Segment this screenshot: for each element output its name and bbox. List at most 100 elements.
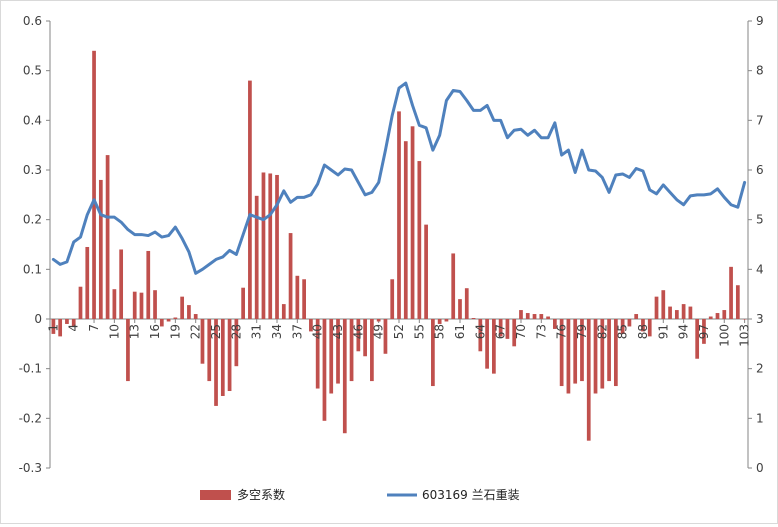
- bar: [586, 319, 591, 441]
- y-left-tick-label: 0.4: [23, 113, 42, 127]
- bar: [661, 290, 666, 319]
- bar-series-layer: [51, 50, 747, 441]
- bar: [71, 319, 76, 327]
- bar: [451, 253, 456, 319]
- x-tick-label: 28: [229, 324, 243, 339]
- bar: [207, 319, 212, 382]
- x-tick-label: 100: [717, 324, 731, 347]
- bar: [525, 313, 530, 319]
- bar: [309, 319, 313, 332]
- bar: [505, 319, 510, 339]
- y-right-tick-label: 2: [756, 362, 764, 376]
- x-tick-label: 67: [494, 324, 508, 339]
- bar: [431, 319, 435, 387]
- bar: [356, 319, 361, 352]
- bar: [553, 319, 557, 329]
- bar: [390, 279, 395, 319]
- x-tick-label: 88: [636, 324, 650, 339]
- bar: [702, 319, 706, 344]
- bar: [193, 314, 198, 319]
- price-line: [51, 81, 747, 275]
- bar: [410, 126, 415, 319]
- x-tick-label: 40: [311, 324, 325, 339]
- bar: [573, 319, 578, 384]
- bar: [742, 319, 747, 320]
- x-tick-label: 85: [616, 324, 630, 339]
- bar: [105, 155, 110, 319]
- bar: [261, 172, 266, 319]
- bar: [234, 319, 239, 367]
- bar: [695, 319, 700, 359]
- bar: [132, 291, 137, 319]
- x-tick-label: 61: [453, 324, 467, 339]
- bar: [288, 233, 293, 319]
- bar: [580, 319, 584, 382]
- bar: [464, 288, 469, 319]
- bar: [397, 111, 401, 319]
- legend-label-line: 603169 兰石重装: [422, 488, 520, 502]
- y-right-tick-label: 1: [756, 411, 764, 425]
- bar: [600, 319, 605, 389]
- x-tick-label: 34: [270, 324, 284, 339]
- y-left-tick-label: 0.2: [23, 213, 42, 227]
- bar: [620, 319, 625, 334]
- bar: [735, 285, 740, 319]
- y-right-tick-label: 4: [756, 262, 764, 276]
- bar: [180, 296, 185, 319]
- bar: [512, 319, 517, 347]
- x-tick-label: 46: [351, 324, 365, 339]
- y-left-tick-label: 0.5: [23, 64, 42, 78]
- bar: [424, 224, 428, 319]
- bar: [322, 319, 327, 421]
- bar: [200, 319, 205, 364]
- x-tick-label: 22: [189, 324, 203, 339]
- bar: [268, 173, 273, 319]
- bar: [519, 310, 523, 319]
- bar: [708, 316, 713, 319]
- bar: [315, 319, 320, 389]
- legend-swatch-bars: [200, 490, 231, 500]
- x-tick-label: 73: [534, 324, 548, 339]
- bar: [613, 319, 618, 387]
- bar: [593, 319, 598, 394]
- bar: [566, 319, 571, 394]
- bar: [98, 179, 103, 319]
- bar: [444, 319, 449, 322]
- x-tick-label: 52: [392, 324, 406, 339]
- bar: [281, 304, 286, 319]
- bar: [336, 319, 340, 384]
- y-right-tick-label: 9: [756, 14, 764, 28]
- y-left-tick-label: 0.3: [23, 163, 42, 177]
- y-left-tick-label: 0.6: [23, 14, 42, 28]
- bar: [166, 319, 171, 322]
- x-tick-label: 37: [290, 324, 304, 339]
- x-tick-label: 16: [148, 324, 162, 339]
- bar: [248, 80, 252, 319]
- tick-labels-layer: -0.3-0.2-0.100.10.20.30.40.50.6012345678…: [19, 14, 764, 475]
- bar: [688, 306, 693, 319]
- bar: [363, 319, 367, 357]
- bar: [668, 306, 672, 319]
- bar: [112, 289, 117, 319]
- bar: [478, 319, 483, 352]
- bar: [329, 319, 334, 394]
- bar: [485, 319, 489, 369]
- y-left-tick-label: 0.1: [23, 262, 42, 276]
- x-tick-label: 76: [555, 324, 569, 339]
- x-tick-label: 64: [473, 324, 487, 339]
- x-tick-label: 58: [433, 324, 447, 339]
- bar: [254, 195, 259, 319]
- bar: [546, 316, 550, 319]
- bar: [173, 317, 178, 319]
- x-tick-label: 7: [87, 324, 101, 332]
- x-tick-label: 10: [107, 324, 121, 339]
- legend-label-bars: 多空系数: [237, 487, 285, 502]
- bar: [275, 174, 279, 319]
- bar: [674, 310, 679, 319]
- bar: [729, 266, 733, 319]
- y-left-tick-label: 0: [34, 312, 42, 326]
- x-tick-label: 70: [514, 324, 528, 339]
- legend: 多空系数 603169 兰石重装: [200, 487, 520, 502]
